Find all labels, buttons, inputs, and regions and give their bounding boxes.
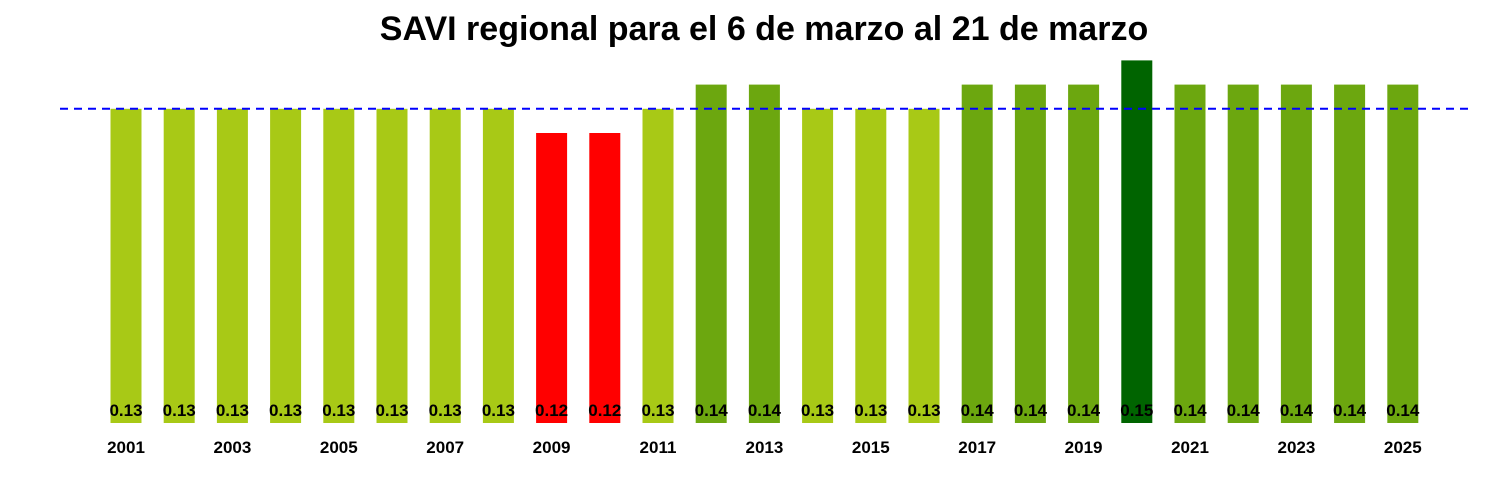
x-tick-label: 2009 bbox=[533, 438, 571, 457]
bar-2018 bbox=[1014, 84, 1046, 423]
bar-2012 bbox=[695, 84, 727, 423]
bar-value-label: 0.14 bbox=[1067, 401, 1101, 420]
bars-group bbox=[110, 60, 1419, 424]
bar-2004 bbox=[270, 108, 302, 424]
bar-2024 bbox=[1334, 84, 1366, 423]
bar-value-labels: 0.13 0.13 0.13 0.13 0.13 0.13 0.13 0.13 0.12 0.12… bbox=[109, 401, 1419, 420]
x-tick-label: 2021 bbox=[1171, 438, 1209, 457]
bar-2013 bbox=[748, 84, 780, 423]
x-tick-label: 2011 bbox=[640, 438, 677, 457]
bar-2015 bbox=[855, 108, 887, 424]
x-tick-label: 2023 bbox=[1277, 438, 1315, 457]
bar-value-label: 0.13 bbox=[375, 401, 408, 420]
bar-value-label: 0.13 bbox=[429, 401, 462, 420]
bar-2023 bbox=[1280, 84, 1312, 423]
bar-value-label: 0.12 bbox=[588, 401, 621, 420]
bar-value-label: 0.13 bbox=[216, 401, 249, 420]
x-tick-label: 2003 bbox=[213, 438, 251, 457]
bar-2020 bbox=[1121, 60, 1153, 424]
bar-value-label: 0.13 bbox=[482, 401, 515, 420]
x-tick-label: 2013 bbox=[745, 438, 783, 457]
bar-2017 bbox=[961, 84, 993, 423]
bar-value-label: 0.13 bbox=[322, 401, 355, 420]
bar-value-label: 0.13 bbox=[269, 401, 302, 420]
bar-value-label: 0.14 bbox=[1173, 401, 1207, 420]
bar-2007 bbox=[429, 108, 461, 424]
bar-2011 bbox=[642, 108, 674, 424]
bar-2008 bbox=[482, 108, 514, 424]
bar-2005 bbox=[323, 108, 355, 424]
bar-value-label: 0.14 bbox=[1227, 401, 1261, 420]
bar-value-label: 0.13 bbox=[907, 401, 940, 420]
bar-2016 bbox=[908, 108, 940, 424]
bar-2009 bbox=[536, 133, 568, 423]
bar-value-label: 0.13 bbox=[163, 401, 196, 420]
bar-2014 bbox=[802, 108, 834, 424]
bar-value-label: 0.13 bbox=[641, 401, 674, 420]
bar-value-label: 0.14 bbox=[1386, 401, 1420, 420]
bar-value-label: 0.14 bbox=[961, 401, 995, 420]
x-tick-label: 2007 bbox=[426, 438, 464, 457]
bar-2003 bbox=[216, 108, 248, 424]
bar-value-label: 0.14 bbox=[1333, 401, 1367, 420]
bar-2019 bbox=[1068, 84, 1100, 423]
x-tick-label: 2005 bbox=[320, 438, 358, 457]
bar-2021 bbox=[1174, 84, 1206, 423]
x-tick-label: 2001 bbox=[107, 438, 145, 457]
bar-2002 bbox=[163, 108, 195, 424]
bar-value-label: 0.13 bbox=[109, 401, 142, 420]
x-tick-label: 2025 bbox=[1384, 438, 1422, 457]
bar-value-label: 0.14 bbox=[1280, 401, 1314, 420]
bar-value-label: 0.12 bbox=[535, 401, 568, 420]
x-tick-label: 2015 bbox=[852, 438, 890, 457]
bar-value-label: 0.13 bbox=[854, 401, 887, 420]
bar-2025 bbox=[1387, 84, 1419, 423]
chart-title: SAVI regional para el 6 de marzo al 21 d… bbox=[379, 10, 1149, 48]
bar-2022 bbox=[1227, 84, 1259, 423]
bar-2006 bbox=[376, 108, 408, 424]
x-axis-tick-labels: 2001 2003 2005 2007 2009 2011 2013 2015 2017 2019… bbox=[107, 438, 1422, 457]
x-tick-label: 2019 bbox=[1065, 438, 1103, 457]
x-tick-label: 2017 bbox=[958, 438, 996, 457]
bar-value-label: 0.14 bbox=[695, 401, 729, 420]
bar-value-label: 0.14 bbox=[1014, 401, 1048, 420]
bar-value-label: 0.14 bbox=[748, 401, 782, 420]
bar-2010 bbox=[589, 133, 621, 423]
bar-value-label: 0.13 bbox=[801, 401, 834, 420]
bar-2001 bbox=[110, 108, 142, 424]
bar-value-label: 0.15 bbox=[1120, 401, 1153, 420]
